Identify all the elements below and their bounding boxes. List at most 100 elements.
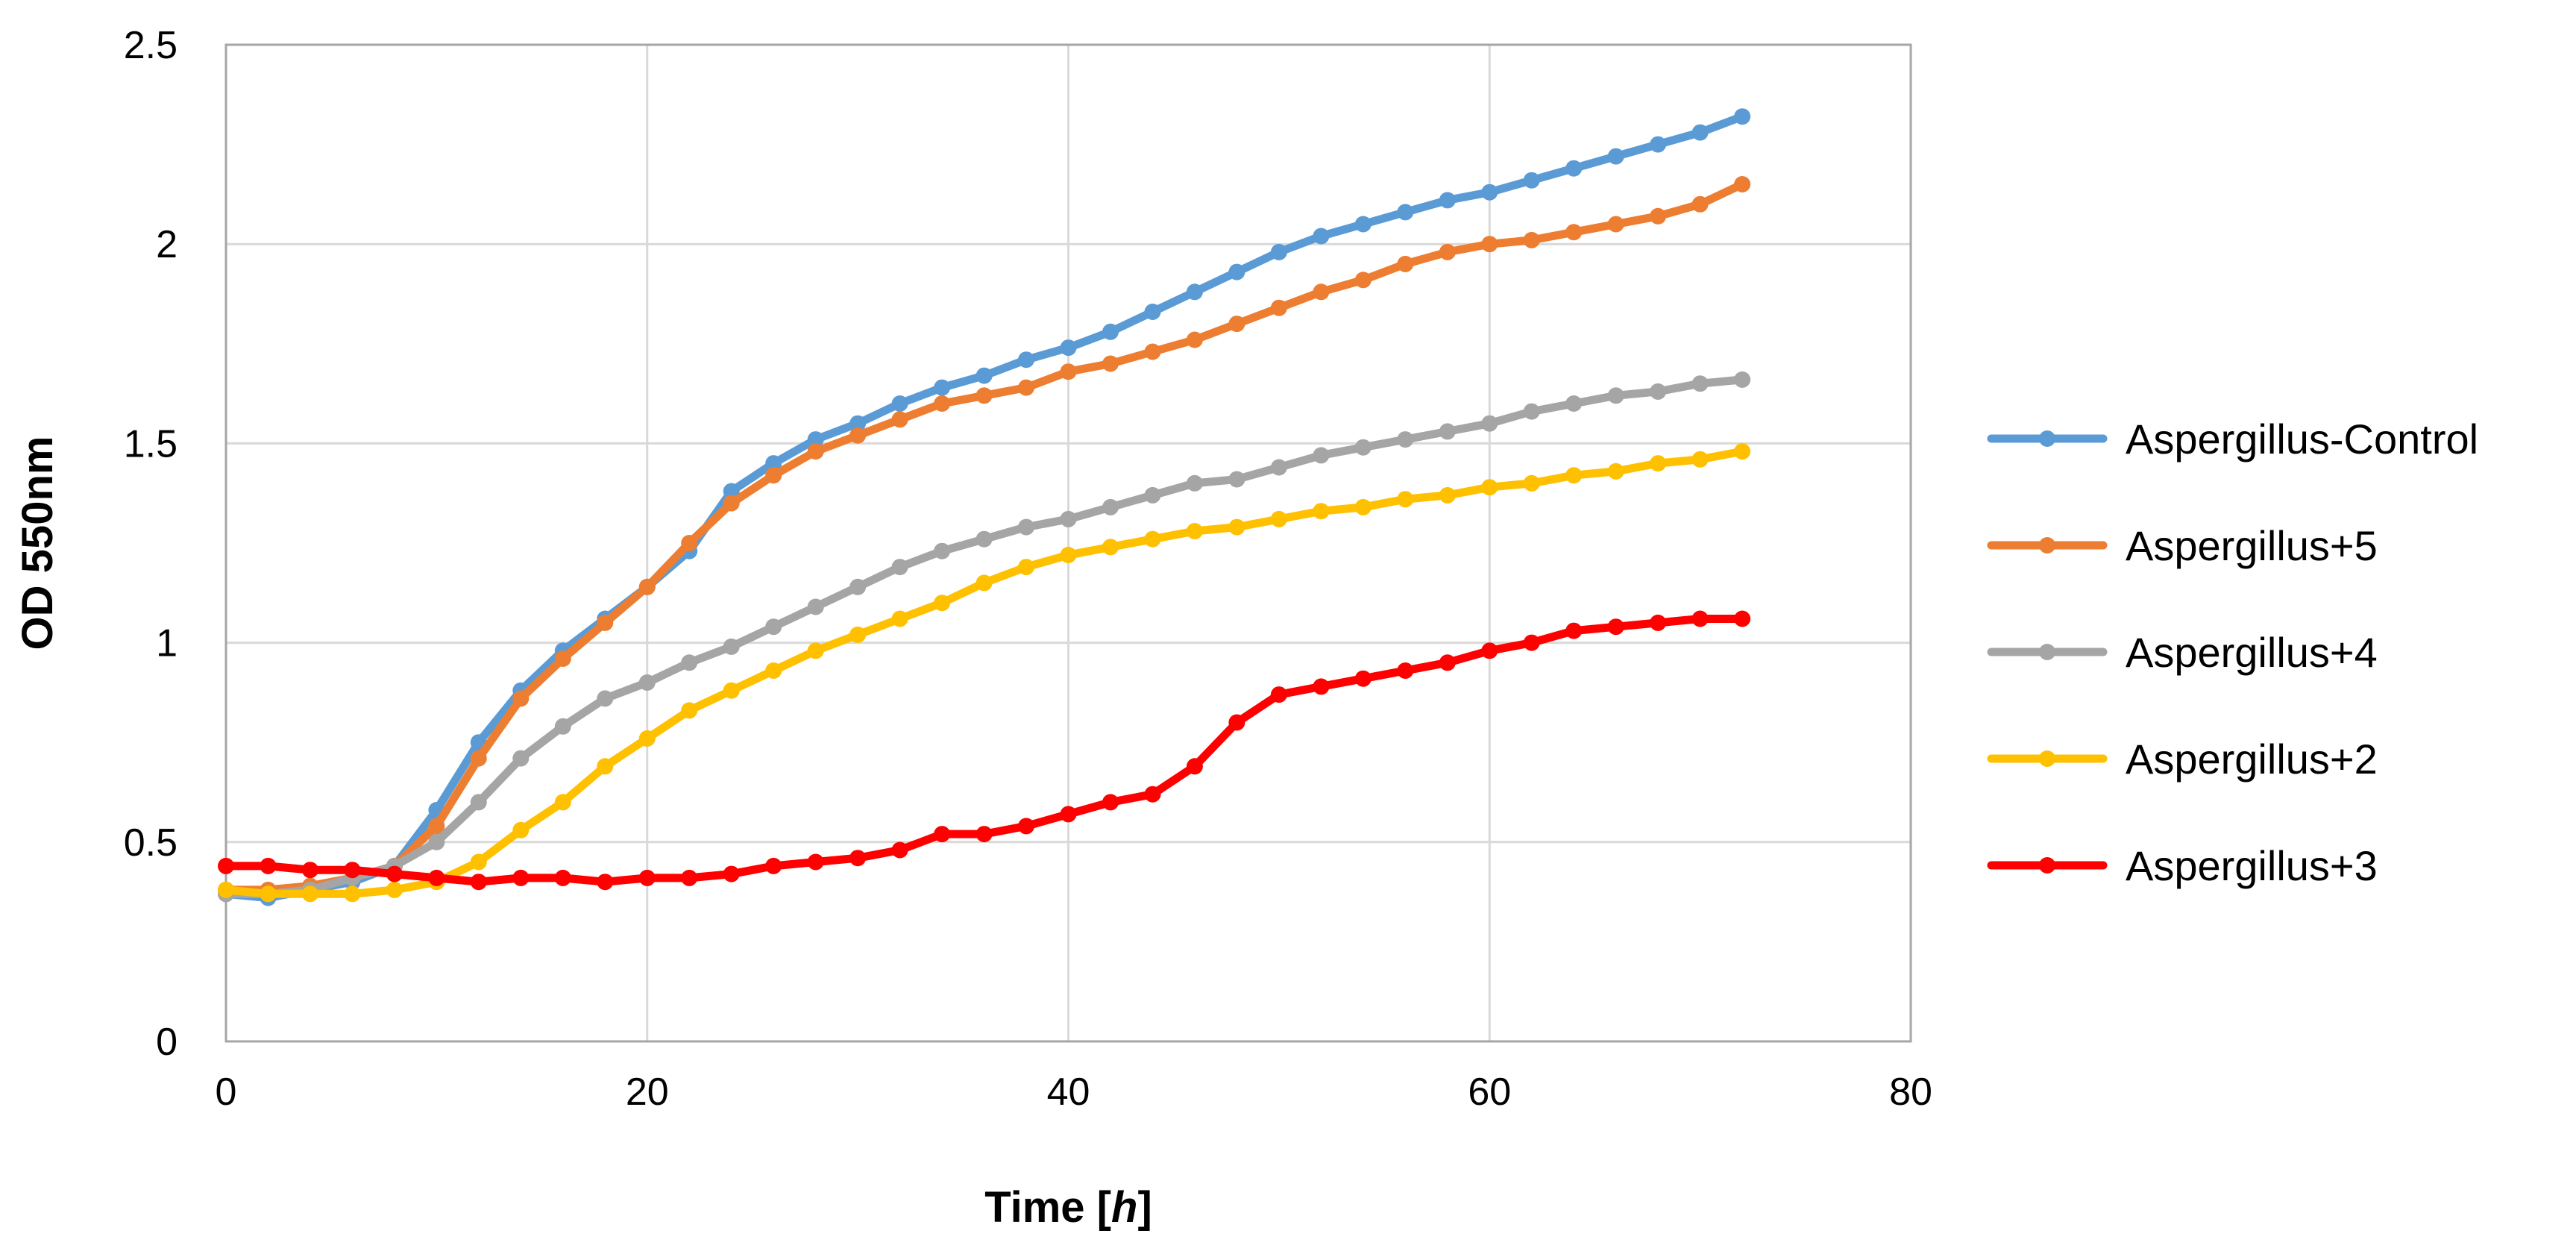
data-point (1060, 806, 1077, 823)
data-point (1607, 618, 1624, 636)
data-point (765, 467, 782, 484)
data-point (934, 395, 951, 412)
legend: Aspergillus-Control Aspergillus+5 Aspergil… (1987, 416, 2478, 889)
data-point (1018, 351, 1034, 369)
data-point (1650, 207, 1667, 225)
data-point (1354, 216, 1372, 233)
data-point (1102, 498, 1119, 515)
data-point (1523, 634, 1540, 651)
data-point (1734, 108, 1751, 125)
legend-label: Aspergillus+5 (2126, 522, 2378, 569)
data-point (1607, 387, 1624, 404)
data-point (807, 598, 824, 615)
x-axis-title-close: ] (1137, 1183, 1152, 1232)
tick-labels: 0 20 40 60 80 0 0.5 1 1.5 2 2.5 (124, 24, 1932, 1114)
data-point (428, 818, 445, 835)
data-point (1228, 714, 1245, 731)
data-point (1228, 316, 1245, 333)
data-point (1186, 283, 1203, 301)
data-point (554, 794, 571, 811)
data-point (554, 869, 571, 886)
data-point (1186, 331, 1203, 348)
data-point (638, 730, 656, 747)
data-point (681, 654, 698, 671)
data-point (807, 642, 824, 659)
data-point (1691, 451, 1709, 468)
data-point (1691, 124, 1709, 141)
data-point (218, 881, 234, 898)
data-point (1270, 243, 1287, 260)
data-point (723, 638, 740, 655)
data-point (1734, 443, 1751, 460)
data-point (1018, 379, 1034, 396)
y-tick-label: 1 (156, 622, 178, 665)
legend-marker (2039, 857, 2055, 874)
data-point (1734, 610, 1751, 627)
data-point (976, 367, 993, 384)
data-point (1565, 160, 1583, 177)
data-point (681, 702, 698, 719)
data-point (765, 857, 782, 874)
data-point (344, 862, 361, 879)
y-tick-label: 0.5 (124, 821, 178, 865)
data-point (934, 826, 951, 843)
data-point (1565, 395, 1583, 412)
data-point (1186, 758, 1203, 775)
data-point (1060, 547, 1077, 563)
data-point (301, 862, 318, 879)
legend-marker (2039, 750, 2055, 767)
data-point (1354, 272, 1372, 289)
legend-label: Aspergillus-Control (2126, 416, 2478, 463)
data-point (807, 431, 824, 448)
legend-item: Aspergillus+5 (1987, 522, 2378, 569)
data-point (1397, 431, 1414, 448)
data-point (428, 833, 445, 850)
series-layer (218, 108, 1751, 906)
x-tick-label: 40 (1047, 1070, 1090, 1114)
data-point (976, 530, 993, 548)
data-point (1650, 383, 1667, 400)
legend-label: Aspergillus+3 (2126, 842, 2378, 889)
y-tick-label: 1.5 (124, 422, 178, 465)
data-point (1691, 375, 1709, 392)
data-point (1144, 486, 1161, 504)
data-point (1691, 610, 1709, 627)
data-point (1228, 471, 1245, 488)
data-point (765, 662, 782, 679)
x-tick-label: 80 (1889, 1070, 1932, 1114)
legend-marker (2039, 537, 2055, 554)
data-point (891, 411, 908, 428)
plot-area (224, 43, 1912, 1043)
data-point (681, 535, 698, 551)
y-tick-label: 2 (156, 223, 178, 266)
series-Aspergillus+5 (218, 176, 1751, 898)
data-point (1565, 622, 1583, 639)
legend-marker (2039, 430, 2055, 447)
data-point (1270, 686, 1287, 703)
data-point (1102, 323, 1119, 340)
data-point (1439, 423, 1456, 440)
data-point (597, 874, 614, 891)
data-point (1691, 195, 1709, 213)
data-point (1102, 539, 1119, 556)
legend-label: Aspergillus+4 (2126, 629, 2378, 676)
data-point (723, 865, 740, 882)
data-point (1354, 439, 1372, 456)
data-point (512, 750, 530, 767)
data-point (1481, 415, 1498, 432)
data-point (260, 857, 277, 874)
data-point (849, 850, 867, 867)
data-point (1313, 228, 1330, 245)
data-point (1650, 614, 1667, 631)
data-point (1060, 363, 1077, 380)
y-axis-title: OD 550nm (13, 436, 62, 650)
x-tick-label: 60 (1468, 1070, 1511, 1114)
data-point (260, 885, 277, 903)
data-point (470, 750, 487, 767)
data-point (554, 718, 571, 735)
legend-item: Aspergillus+3 (1987, 842, 2378, 889)
data-point (470, 794, 487, 811)
data-point (849, 427, 867, 444)
data-point (934, 542, 951, 559)
